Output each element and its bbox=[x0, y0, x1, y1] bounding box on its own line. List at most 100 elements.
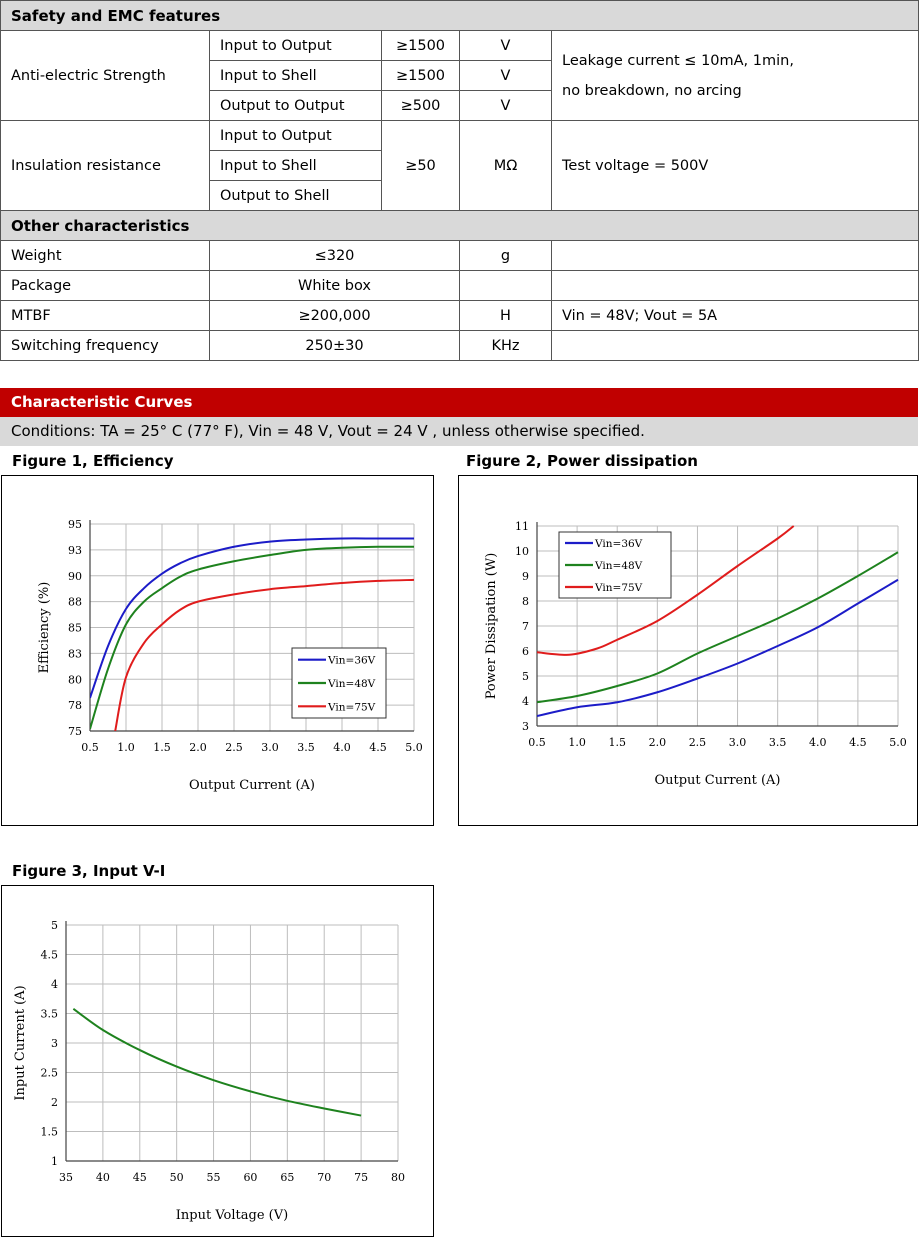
power-dissipation-chart: 0.5 1.0 1.5 2.0 2.5 3.0 3.5 4.0 4.5 5.0 3 4 5 6 7 8 9 10 1… bbox=[484, 520, 907, 788]
anti-electric-note: Leakage current ≤ 10mA, 1min, no breakdo… bbox=[550, 30, 920, 121]
x-tick-label: 0.5 bbox=[81, 741, 99, 754]
x-axis-label: Output Current (A) bbox=[654, 773, 780, 788]
y-tick-label: 10 bbox=[515, 545, 529, 558]
y-tick-label: 5 bbox=[522, 670, 529, 683]
insulation-unit: MΩ bbox=[459, 120, 552, 211]
figure1-title: Figure 1, Efficiency bbox=[12, 452, 174, 470]
y-tick-label: 6 bbox=[522, 645, 529, 658]
anti-electric-item: Input to Shell bbox=[209, 60, 382, 91]
other-row-unit: g bbox=[459, 240, 552, 271]
x-tick-label: 1.5 bbox=[153, 741, 171, 754]
insulation-item: Input to Shell bbox=[209, 150, 382, 181]
anti-electric-item: Input to Output bbox=[209, 30, 382, 61]
y-tick-label: 3 bbox=[51, 1037, 58, 1050]
x-tick-label: 0.5 bbox=[528, 736, 546, 749]
x-tick-label: 65 bbox=[280, 1171, 294, 1184]
x-tick-label: 4.5 bbox=[369, 741, 387, 754]
x-tick-label: 45 bbox=[133, 1171, 147, 1184]
curves-section-header: Characteristic Curves bbox=[0, 388, 918, 417]
series-line-vin-36v bbox=[90, 537, 414, 699]
x-tick-label: 3.5 bbox=[297, 741, 315, 754]
x-tick-label: 50 bbox=[170, 1171, 184, 1184]
figure3-title: Figure 3, Input V-I bbox=[12, 862, 166, 880]
x-tick-label: 35 bbox=[59, 1171, 73, 1184]
x-tick-label: 4.5 bbox=[849, 736, 867, 749]
x-tick-label: 3.5 bbox=[769, 736, 787, 749]
y-tick-label: 11 bbox=[515, 520, 529, 533]
anti-electric-unit: V bbox=[459, 90, 552, 121]
y-tick-label: 1.5 bbox=[41, 1126, 59, 1139]
other-row-label: Weight bbox=[0, 240, 210, 271]
y-axis-label: Power Dissipation (W) bbox=[484, 553, 499, 700]
anti-electric-value: ≥500 bbox=[381, 90, 460, 121]
x-tick-label: 3.0 bbox=[729, 736, 747, 749]
x-tick-label: 60 bbox=[243, 1171, 257, 1184]
y-tick-label: 2.5 bbox=[41, 1067, 59, 1080]
other-row-note: Vin = 48V; Vout = 5A bbox=[550, 300, 920, 331]
x-tick-label: 70 bbox=[317, 1171, 331, 1184]
other-row-value: White box bbox=[209, 270, 460, 301]
x-tick-label: 1.5 bbox=[608, 736, 626, 749]
x-tick-label: 75 bbox=[354, 1171, 368, 1184]
x-tick-label: 4.0 bbox=[333, 741, 351, 754]
x-tick-label: 2.5 bbox=[225, 741, 243, 754]
y-axis-label: Input Current (A) bbox=[13, 985, 28, 1100]
x-tick-label: 80 bbox=[391, 1171, 405, 1184]
y-tick-label: 83 bbox=[68, 647, 82, 660]
y-tick-label: 9 bbox=[522, 570, 529, 583]
anti-electric-unit: V bbox=[459, 30, 552, 61]
legend-label: Vin=36V bbox=[594, 538, 643, 550]
y-tick-label: 2 bbox=[51, 1096, 58, 1109]
x-tick-label: 2.5 bbox=[689, 736, 707, 749]
anti-electric-label: Anti-electric Strength bbox=[0, 30, 210, 121]
insulation-note: Test voltage = 500V bbox=[550, 120, 920, 211]
x-tick-label: 2.0 bbox=[649, 736, 667, 749]
anti-electric-note-line1: Leakage current ≤ 10mA, 1min, bbox=[562, 52, 794, 69]
legend-label: Vin=48V bbox=[327, 678, 376, 690]
y-tick-label: 80 bbox=[68, 673, 82, 686]
x-tick-label: 2.0 bbox=[189, 741, 207, 754]
figure2-box: 0.5 1.0 1.5 2.0 2.5 3.0 3.5 4.0 4.5 5.0 3 4 5 6 7 8 9 10 1… bbox=[458, 475, 918, 826]
x-tick-label: 5.0 bbox=[405, 741, 423, 754]
insulation-item: Output to Shell bbox=[209, 180, 382, 211]
other-row-note bbox=[550, 270, 920, 301]
curves-conditions: Conditions: TA = 25° C (77° F), Vin = 48… bbox=[0, 417, 918, 446]
anti-electric-item: Output to Output bbox=[209, 90, 382, 121]
y-tick-label: 4 bbox=[51, 978, 58, 991]
y-tick-label: 78 bbox=[68, 699, 82, 712]
y-axis-label: Efficiency (%) bbox=[37, 582, 52, 674]
insulation-label: Insulation resistance bbox=[0, 120, 210, 211]
other-row-note bbox=[550, 330, 920, 361]
y-tick-label: 93 bbox=[68, 544, 82, 557]
other-row-unit bbox=[459, 270, 552, 301]
x-tick-label: 1.0 bbox=[117, 741, 135, 754]
y-tick-label: 85 bbox=[68, 622, 82, 635]
y-tick-label: 7 bbox=[522, 620, 529, 633]
spec-table: Safety and EMC features Anti-electric St… bbox=[0, 0, 920, 361]
x-tick-label: 4.0 bbox=[809, 736, 827, 749]
series-line-vin-75v bbox=[114, 578, 415, 731]
input-vi-chart: 35 40 45 50 55 60 65 70 75 80 1 1.5 2 2.5 3 3.5 4 4.5 5 Inp… bbox=[13, 919, 405, 1223]
anti-electric-note-line2: no breakdown, no arcing bbox=[562, 82, 742, 99]
other-row-note bbox=[550, 240, 920, 271]
y-tick-label: 90 bbox=[68, 570, 82, 583]
legend-label: Vin=36V bbox=[327, 655, 376, 667]
x-tick-label: 40 bbox=[96, 1171, 110, 1184]
y-tick-label: 4.5 bbox=[41, 949, 59, 962]
y-tick-label: 3.5 bbox=[41, 1008, 59, 1021]
y-tick-label: 88 bbox=[68, 596, 82, 609]
x-tick-label: 1.0 bbox=[568, 736, 586, 749]
anti-electric-unit: V bbox=[459, 60, 552, 91]
other-row-unit: H bbox=[459, 300, 552, 331]
x-axis-label: Input Voltage (V) bbox=[176, 1208, 288, 1223]
series-line-vin-36v bbox=[537, 578, 899, 717]
anti-electric-value: ≥1500 bbox=[381, 30, 460, 61]
insulation-item: Input to Output bbox=[209, 120, 382, 151]
legend-label: Vin=48V bbox=[594, 560, 643, 572]
other-row-label: MTBF bbox=[0, 300, 210, 331]
insulation-value: ≥50 bbox=[381, 120, 460, 211]
series-line-vin-75v bbox=[537, 525, 795, 656]
y-tick-label: 4 bbox=[522, 695, 529, 708]
series-line-vin-48v bbox=[90, 545, 415, 730]
series-line-vin-48v bbox=[537, 551, 899, 704]
